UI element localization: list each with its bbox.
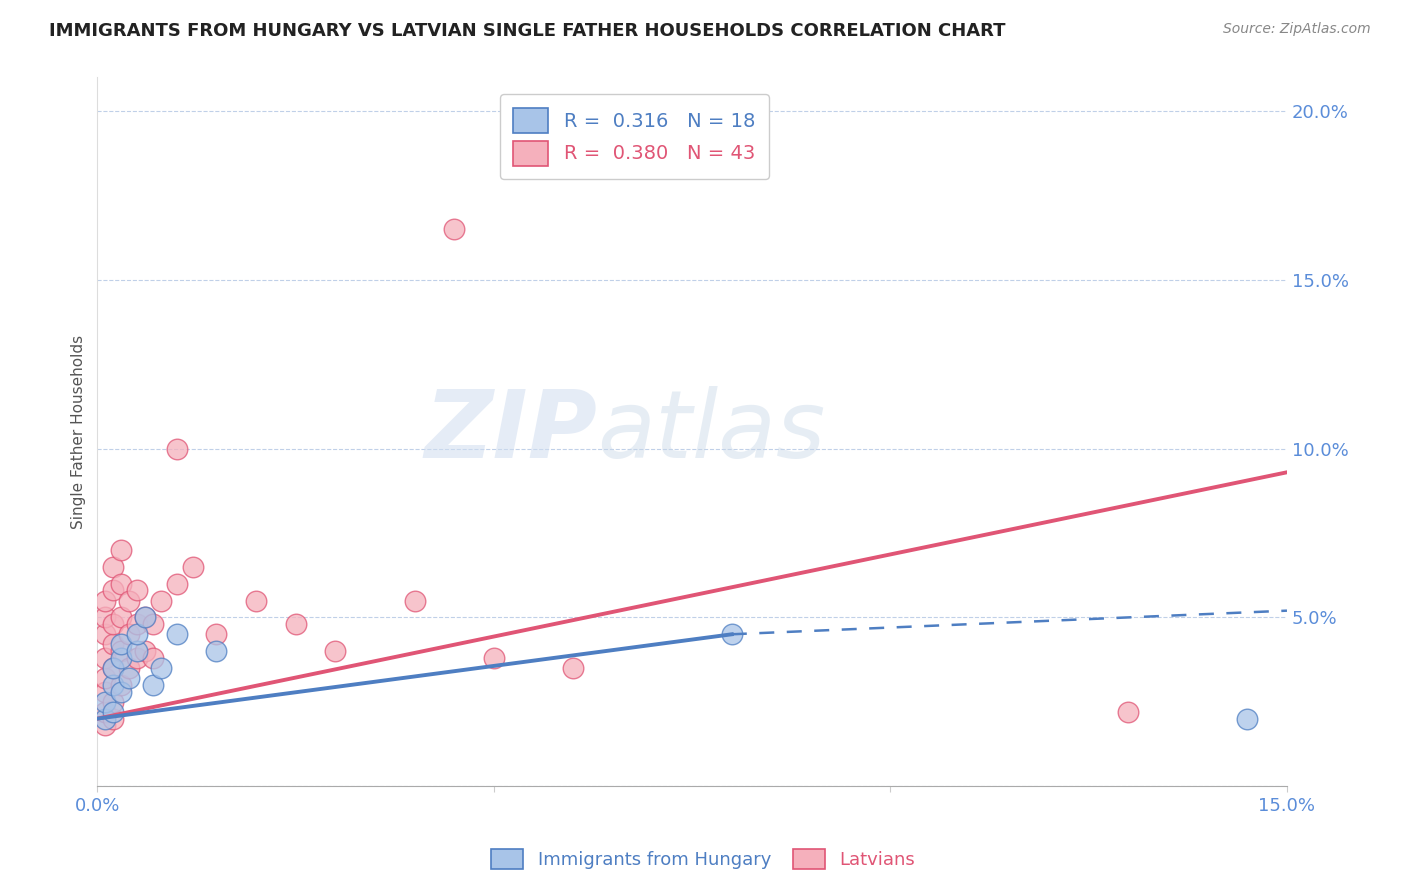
Point [166, 442, 188, 456]
Legend: Immigrants from Hungary, Latvians: Immigrants from Hungary, Latvians [482, 839, 924, 879]
Point [94, 718, 117, 732]
Point [94, 671, 117, 685]
Point [166, 576, 188, 591]
Point [110, 644, 132, 658]
Point [103, 559, 125, 574]
Legend: R =  0.316   N = 18, R =  0.380   N = 43: R = 0.316 N = 18, R = 0.380 N = 43 [499, 95, 769, 179]
Point [404, 593, 426, 607]
Point [245, 593, 267, 607]
Point [110, 651, 132, 665]
Point [103, 637, 125, 651]
Point [125, 583, 148, 598]
Point [166, 627, 188, 641]
Point [110, 678, 132, 692]
Point [1236, 712, 1258, 726]
Point [142, 617, 165, 632]
Point [720, 627, 742, 641]
Point [103, 712, 125, 726]
Point [118, 627, 141, 641]
Text: IMMIGRANTS FROM HUNGARY VS LATVIAN SINGLE FATHER HOUSEHOLDS CORRELATION CHART: IMMIGRANTS FROM HUNGARY VS LATVIAN SINGL… [49, 22, 1005, 40]
Point [103, 617, 125, 632]
Point [103, 583, 125, 598]
Point [110, 610, 132, 624]
Point [443, 222, 465, 236]
Point [205, 644, 228, 658]
Text: ZIP: ZIP [425, 386, 598, 478]
Point [103, 678, 125, 692]
Point [94, 610, 117, 624]
Point [94, 695, 117, 709]
Point [482, 651, 505, 665]
Point [94, 593, 117, 607]
Point [110, 542, 132, 557]
Point [94, 651, 117, 665]
Point [110, 576, 132, 591]
Text: Source: ZipAtlas.com: Source: ZipAtlas.com [1223, 22, 1371, 37]
Point [284, 617, 307, 632]
Point [323, 644, 346, 658]
Point [118, 661, 141, 675]
Point [562, 661, 585, 675]
Y-axis label: Single Father Households: Single Father Households [72, 334, 86, 529]
Point [125, 644, 148, 658]
Point [94, 705, 117, 719]
Point [125, 627, 148, 641]
Point [103, 695, 125, 709]
Point [149, 661, 172, 675]
Point [134, 610, 156, 624]
Point [205, 627, 228, 641]
Point [181, 559, 204, 574]
Point [142, 651, 165, 665]
Text: atlas: atlas [598, 386, 825, 477]
Point [103, 661, 125, 675]
Point [110, 684, 132, 698]
Point [103, 661, 125, 675]
Point [118, 671, 141, 685]
Point [134, 610, 156, 624]
Point [149, 593, 172, 607]
Point [118, 593, 141, 607]
Point [142, 678, 165, 692]
Point [94, 627, 117, 641]
Point [134, 644, 156, 658]
Point [125, 617, 148, 632]
Point [94, 712, 117, 726]
Point [110, 637, 132, 651]
Point [1118, 705, 1140, 719]
Point [125, 651, 148, 665]
Point [94, 684, 117, 698]
Point [103, 705, 125, 719]
